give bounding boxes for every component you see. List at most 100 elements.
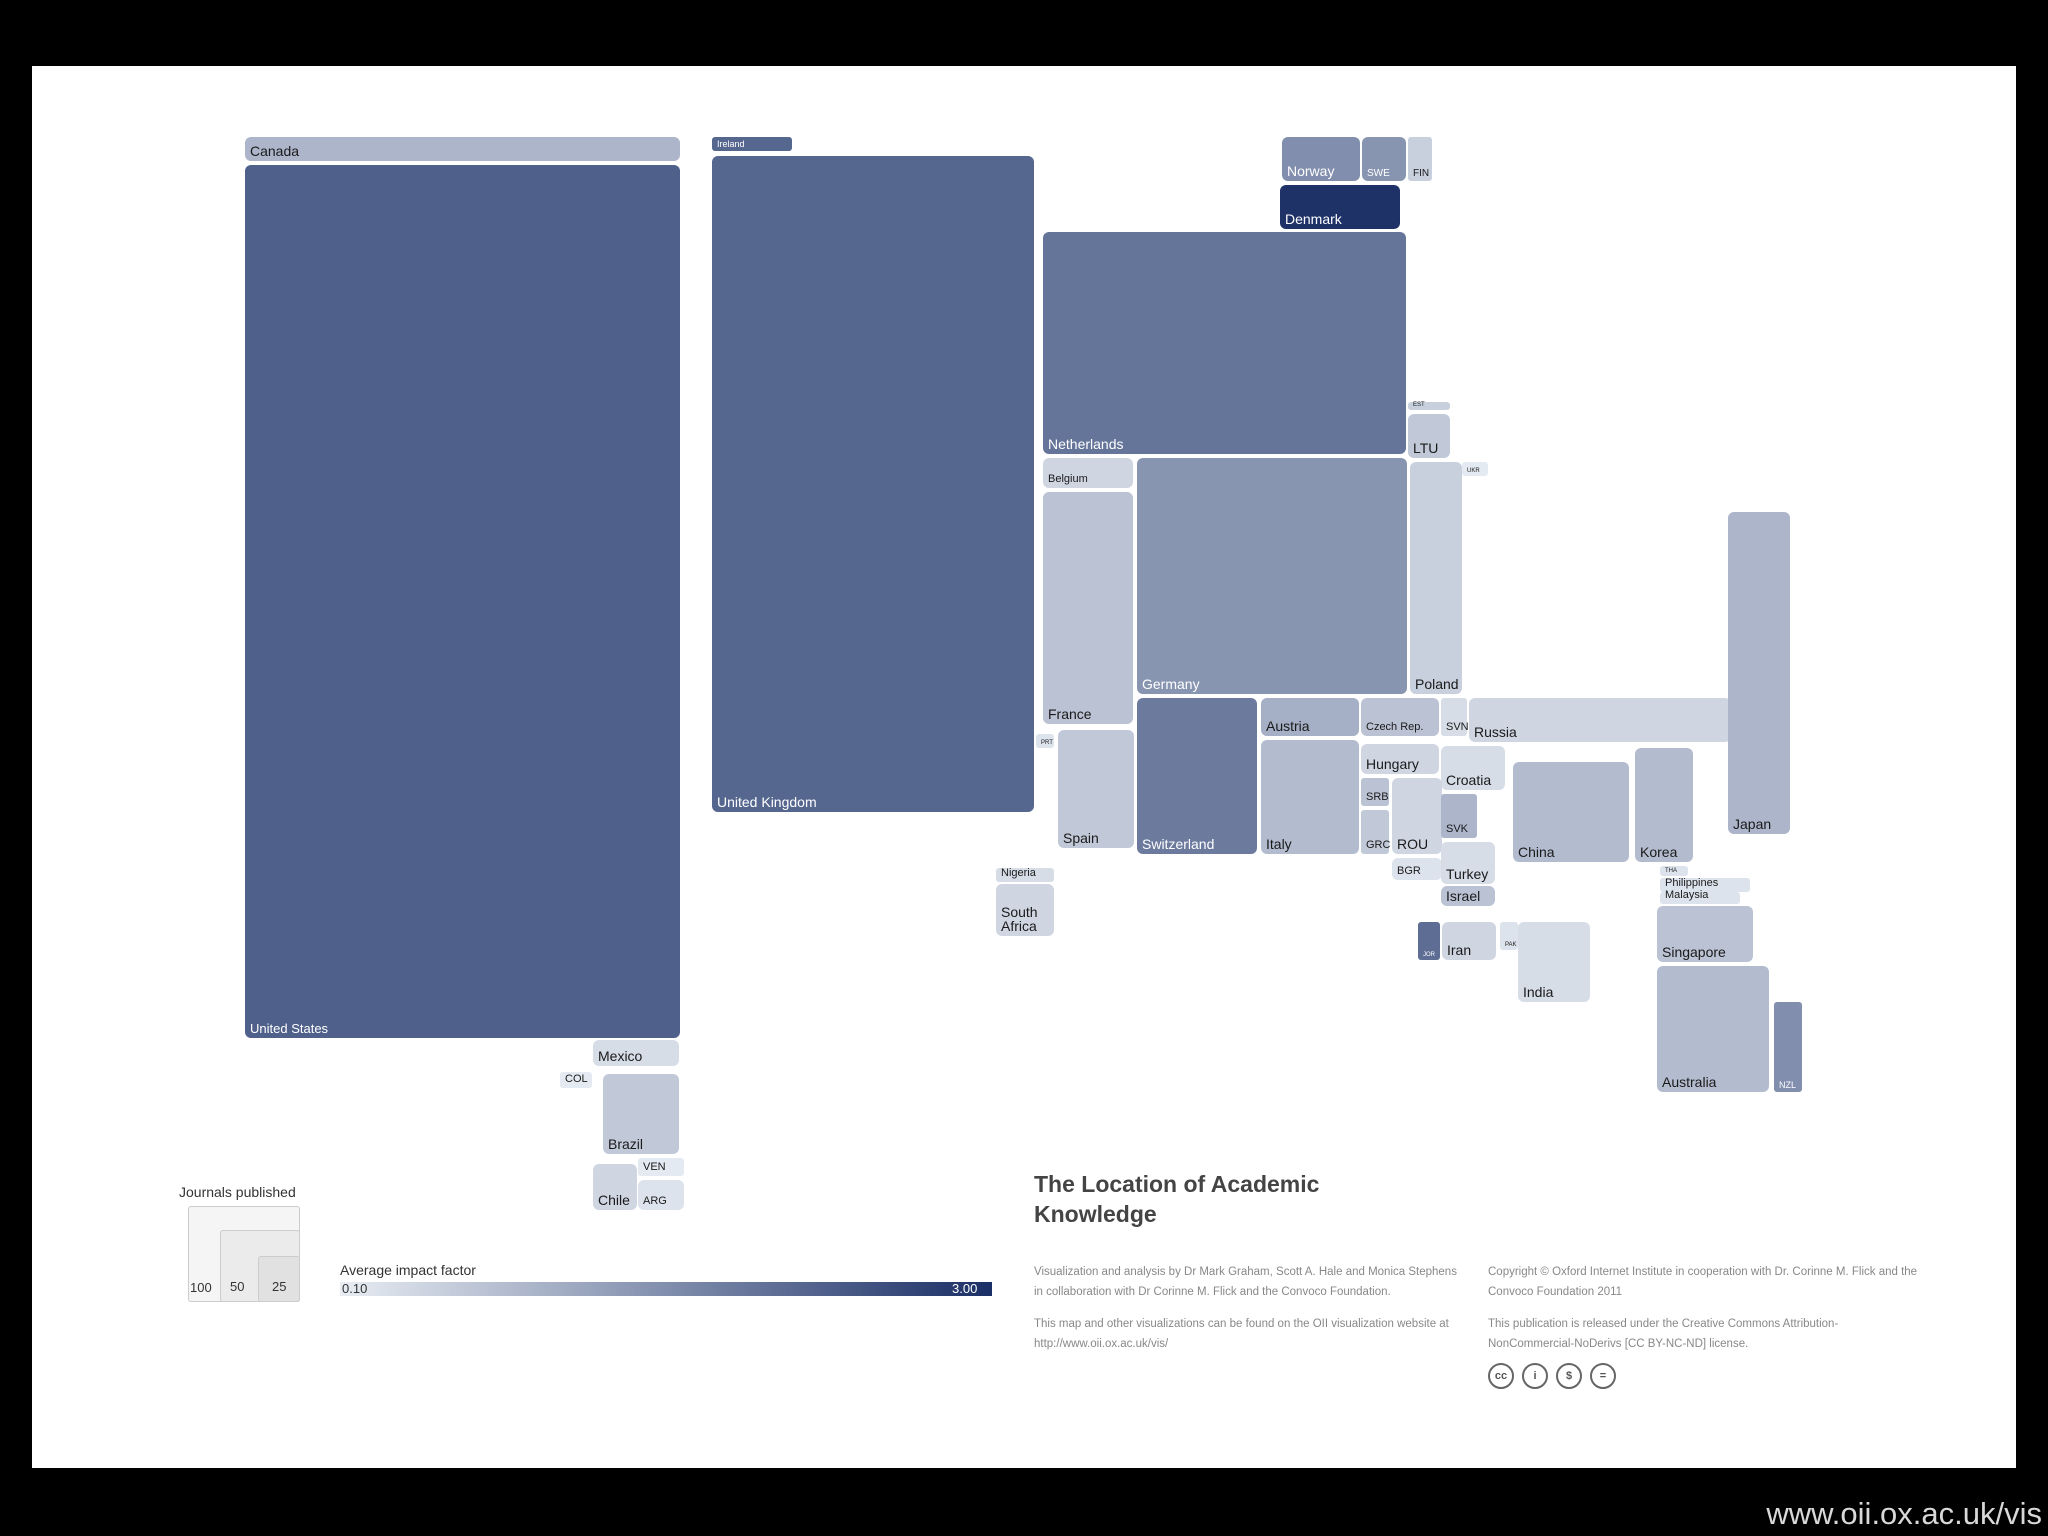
country-label: Ireland — [717, 138, 745, 149]
country-label: India — [1523, 984, 1554, 1001]
country-label: Germany — [1142, 676, 1200, 693]
chart-title: The Location of Academic Knowledge — [1034, 1171, 1320, 1227]
noncommercial-icon: $ — [1556, 1363, 1582, 1389]
country-tile-croatia: Croatia — [1441, 746, 1505, 790]
watermark-url: www.oii.ox.ac.uk/vis — [1766, 1496, 2042, 1531]
country-label: Croatia — [1446, 772, 1492, 789]
country-label: Denmark — [1285, 211, 1342, 228]
country-label: Japan — [1733, 816, 1772, 833]
copyright-text: Copyright © Oxford Internet Institute in… — [1488, 1266, 1918, 1299]
country-label: Russia — [1474, 724, 1517, 741]
country-tile-south-africa: South Africa — [996, 884, 1054, 936]
country-tile-sweden: SWE — [1362, 137, 1406, 181]
country-label: GRC — [1366, 839, 1391, 852]
country-label: Belgium — [1048, 473, 1088, 486]
color-legend-min: 0.10 — [342, 1281, 368, 1296]
country-tile-korea: Korea — [1635, 748, 1693, 862]
country-tile-singapore: Singapore — [1657, 906, 1753, 962]
country-label: NZL — [1779, 1079, 1797, 1090]
country-label: SWE — [1367, 167, 1390, 179]
size-legend-label: 25 — [272, 1279, 287, 1294]
country-tile-australia: Australia — [1657, 966, 1769, 1092]
country-tile-canada: Canada — [245, 137, 680, 161]
country-tile-portugal: PRT — [1036, 734, 1054, 748]
country-tile-thailand: THA — [1660, 866, 1688, 876]
country-tile-denmark: Denmark — [1280, 185, 1400, 229]
country-tile-jordan: JOR — [1418, 922, 1440, 960]
country-tile-india: India — [1518, 922, 1590, 1002]
color-legend-gradient — [340, 1282, 992, 1296]
country-label: THA — [1665, 867, 1677, 874]
country-tile-slovakia: SVK — [1441, 794, 1477, 838]
country-tile-new-zealand: NZL — [1774, 1002, 1802, 1092]
country-tile-france: France — [1043, 492, 1133, 724]
credits-text: This map and other visualizations can be… — [1034, 1318, 1449, 1351]
size-legend-box-25 — [258, 1256, 300, 1302]
country-label: United States — [250, 1021, 329, 1037]
country-tile-japan: Japan — [1728, 512, 1790, 834]
country-tile-serbia: SRB — [1361, 778, 1389, 806]
country-tile-united-states: United States — [245, 165, 680, 1038]
country-label: UKR — [1467, 467, 1480, 474]
country-tile-turkey: Turkey — [1441, 842, 1495, 884]
country-label: Turkey — [1446, 866, 1489, 883]
country-label: SRB — [1366, 791, 1389, 804]
country-label: PAK — [1505, 941, 1517, 948]
country-tile-ireland: Ireland — [712, 137, 792, 151]
country-tile-ukraine: UKR — [1462, 462, 1488, 476]
attribution-icon: i — [1522, 1363, 1548, 1389]
country-label: BGR — [1397, 865, 1421, 878]
country-tile-germany: Germany — [1137, 458, 1407, 694]
country-tile-israel: Israel — [1441, 886, 1495, 906]
country-label: China — [1518, 844, 1555, 861]
country-tile-mexico: Mexico — [593, 1040, 679, 1066]
size-legend-label: 50 — [230, 1279, 245, 1294]
country-tile-hungary: Hungary — [1361, 744, 1439, 774]
country-tile-norway: Norway — [1282, 137, 1360, 181]
country-tile-bulgaria: BGR — [1392, 858, 1442, 880]
country-tile-argentina: ARG — [638, 1180, 684, 1210]
country-label: Hungary — [1366, 756, 1419, 773]
country-label: PRT — [1041, 739, 1053, 746]
color-legend-max: 3.00 — [952, 1281, 978, 1296]
country-tile-netherlands: Netherlands — [1043, 232, 1406, 454]
country-tile-iran: Iran — [1442, 922, 1496, 960]
country-label: Czech Rep. — [1366, 721, 1424, 734]
country-tile-belgium: Belgium — [1043, 458, 1133, 488]
country-label: ROU — [1397, 836, 1429, 853]
credits-text: Visualization and analysis by Dr Mark Gr… — [1034, 1266, 1457, 1299]
country-tile-finland: FIN — [1408, 137, 1432, 181]
country-tile-pakistan: PAK — [1500, 922, 1518, 950]
country-label: COL — [565, 1073, 588, 1086]
country-label: France — [1048, 706, 1092, 723]
country-tile-malaysia: Malaysia — [1660, 890, 1740, 904]
color-legend-title: Average impact factor — [340, 1262, 476, 1278]
country-label: JOR — [1423, 951, 1435, 958]
country-tile-colombia: COL — [560, 1072, 592, 1088]
country-label: Canada — [250, 143, 300, 160]
country-tile-lithuania: LTU — [1408, 414, 1450, 458]
country-label: Israel — [1446, 888, 1481, 905]
country-label: SVN — [1446, 721, 1469, 734]
country-label: Norway — [1287, 163, 1335, 180]
country-label: SVK — [1446, 823, 1469, 836]
country-label: Netherlands — [1048, 436, 1124, 453]
country-tile-czech-republic: Czech Rep. — [1361, 698, 1439, 736]
country-tile-chile: Chile — [593, 1164, 637, 1210]
country-tile-russia: Russia — [1469, 698, 1731, 742]
country-label: LTU — [1413, 440, 1439, 457]
country-label: Korea — [1640, 844, 1678, 861]
country-label: FIN — [1413, 167, 1430, 179]
country-label: Spain — [1063, 830, 1099, 847]
country-tile-nigeria: Nigeria — [996, 868, 1054, 882]
country-tile-venezuela: VEN — [638, 1158, 684, 1176]
size-legend-label: 100 — [190, 1280, 212, 1295]
country-label: Poland — [1415, 676, 1459, 693]
country-tile-spain: Spain — [1058, 730, 1134, 848]
country-label: Mexico — [598, 1048, 643, 1065]
credits-column-2: Copyright © Oxford Internet Institute in… — [1488, 1262, 1918, 1355]
country-tile-united-kingdom: United Kingdom — [712, 156, 1034, 812]
country-label: Nigeria — [1001, 867, 1036, 880]
country-tile-china: China — [1513, 762, 1629, 862]
country-tile-poland: Poland — [1410, 462, 1462, 694]
